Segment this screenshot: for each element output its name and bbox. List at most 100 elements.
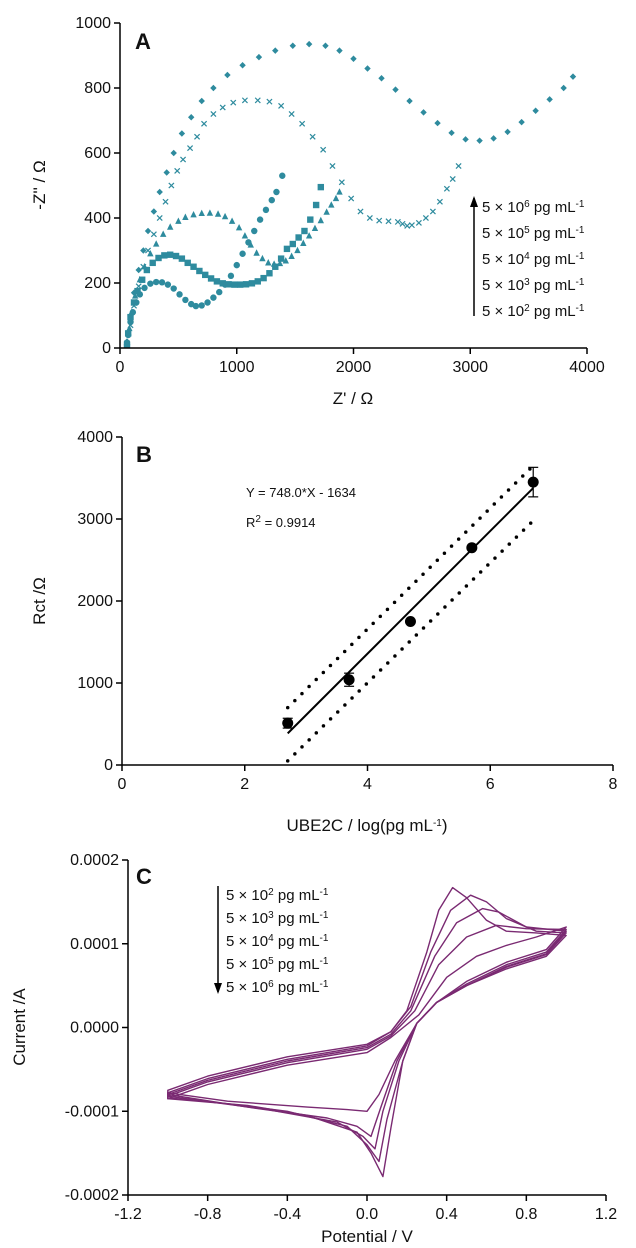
- panel-a-x-label: Z' / Ω: [333, 389, 374, 408]
- panel-a-point-stroke: [219, 104, 226, 111]
- panel-a-point: [406, 97, 413, 105]
- panel-a-point: [178, 130, 186, 137]
- panel-a-point: [328, 201, 335, 208]
- panel-a-point-stroke: [241, 97, 248, 104]
- panel-b-point: [404, 616, 416, 627]
- panel-a-point: [251, 227, 258, 235]
- panel-c-x-tick-label: -0.8: [194, 1206, 222, 1223]
- panel-a-point: [260, 274, 267, 282]
- panel-a-point: [202, 271, 209, 279]
- panel-b-y-tick-label: 0: [104, 757, 113, 774]
- panel-a-point: [164, 281, 172, 288]
- panel-a-point-stroke: [399, 220, 406, 227]
- panel-a-point: [277, 255, 285, 262]
- panel-b-x-label: UBE2C / log(pg mL-1): [286, 816, 447, 835]
- panel-a-point: [449, 175, 456, 183]
- panel-a-point: [210, 294, 217, 301]
- panel-a-point: [216, 288, 223, 296]
- panel-a-point: [206, 209, 214, 216]
- panel-a-point: [317, 216, 325, 224]
- panel-a-legend-item: 5 × 105 pg mL-1: [482, 225, 585, 243]
- panel-c-legend-item: 5 × 105 pg mL-1: [226, 956, 329, 974]
- panel-a-point-stroke: [127, 322, 134, 329]
- panel-a-point: [518, 118, 525, 126]
- panel-a-point-stroke: [394, 218, 401, 225]
- panel-a-point-stroke: [436, 198, 443, 205]
- panel-b-upper-band: [285, 463, 535, 710]
- panel-a-point: [422, 214, 429, 222]
- panel-a-point: [187, 145, 194, 152]
- panel-a-point-stroke: [357, 208, 364, 215]
- panel-a-point: [237, 281, 244, 288]
- panel-a-point: [329, 162, 336, 170]
- panel-a-point: [182, 296, 189, 304]
- panel-a-point: [134, 287, 141, 295]
- panel-a-point: [455, 162, 462, 170]
- panel-a-point: [241, 232, 249, 239]
- panel-a-chart: 0 1000 2000 3000 4000 0 200 400 600 800 1000 A Z' / …: [30, 15, 605, 408]
- panel-a-point: [282, 257, 289, 264]
- panel-a-y-tick-label: 200: [84, 275, 111, 292]
- panel-a-point: [178, 255, 186, 262]
- panel-a-point-stroke: [266, 98, 273, 105]
- panel-a-point: [207, 275, 215, 282]
- panel-a-y-tick-label: 0: [102, 340, 111, 357]
- panel-b-x-tick-label: 4: [363, 776, 372, 793]
- panel-c-legend-item: 5 × 103 pg mL-1: [226, 910, 329, 928]
- panel-a-point: [196, 267, 203, 275]
- panel-a-point: [227, 272, 235, 280]
- panel-a-point: [123, 338, 131, 345]
- panel-a-point: [174, 167, 181, 174]
- panel-a-point-stroke: [162, 198, 169, 205]
- panel-a-point: [283, 245, 291, 253]
- panel-a-point: [156, 188, 163, 196]
- panel-a-x-tick-label: 3000: [452, 359, 488, 376]
- panel-a-point: [309, 133, 316, 140]
- panel-a-point: [190, 263, 197, 270]
- panel-a-point: [136, 275, 144, 283]
- panel-a-point: [140, 263, 147, 270]
- panel-a-point-stroke: [408, 222, 415, 229]
- panel-a-point: [163, 169, 170, 176]
- panel-c-x-tick-label: 0.0: [356, 1206, 378, 1223]
- panel-b-y-label: Rct /Ω: [30, 577, 49, 625]
- panel-a-point: [155, 254, 162, 262]
- panel-a-point-stroke: [443, 185, 450, 192]
- panel-a-point: [190, 210, 197, 218]
- panel-b-y-tick-label: 2000: [77, 593, 113, 610]
- panel-a-legend-item: 5 × 104 pg mL-1: [482, 251, 585, 269]
- panel-a-point: [161, 252, 168, 259]
- panel-a-point: [560, 84, 567, 92]
- panel-a-point: [168, 182, 175, 189]
- panel-b-point: [282, 717, 294, 729]
- panel-a-point: [448, 129, 455, 137]
- panel-a-point: [241, 97, 248, 104]
- panel-a-point: [198, 209, 205, 217]
- panel-a-point-stroke: [404, 222, 411, 229]
- panel-c-legend-item: 5 × 106 pg mL-1: [226, 979, 329, 997]
- panel-a-point-stroke: [194, 133, 201, 140]
- panel-a-x-tick-label: 4000: [569, 359, 605, 376]
- panel-a-point: [420, 109, 427, 116]
- panel-a-point: [130, 289, 138, 296]
- panel-a-point-stroke: [329, 162, 336, 170]
- panel-c-x-tick-label: -1.2: [114, 1206, 142, 1223]
- panel-a-point: [150, 231, 157, 238]
- panel-a-point: [462, 136, 469, 143]
- panel-a-point: [279, 172, 286, 179]
- panel-a-point: [399, 220, 406, 227]
- panel-a-point: [336, 188, 343, 195]
- panel-a-point-stroke: [299, 120, 306, 127]
- panel-a-point: [170, 149, 177, 157]
- panel-b-r2: R2 = 0.9914: [246, 514, 316, 531]
- panel-a-point: [434, 119, 441, 127]
- panel-a-point: [299, 120, 306, 127]
- panel-c-x-tick-label: -0.4: [274, 1206, 302, 1223]
- panel-a-point: [219, 280, 226, 287]
- panel-a-point-stroke: [288, 110, 295, 118]
- panel-a-point: [228, 217, 236, 224]
- panel-a-point-stroke: [135, 283, 142, 290]
- panel-a-point: [248, 280, 256, 287]
- panel-a-point: [378, 75, 385, 82]
